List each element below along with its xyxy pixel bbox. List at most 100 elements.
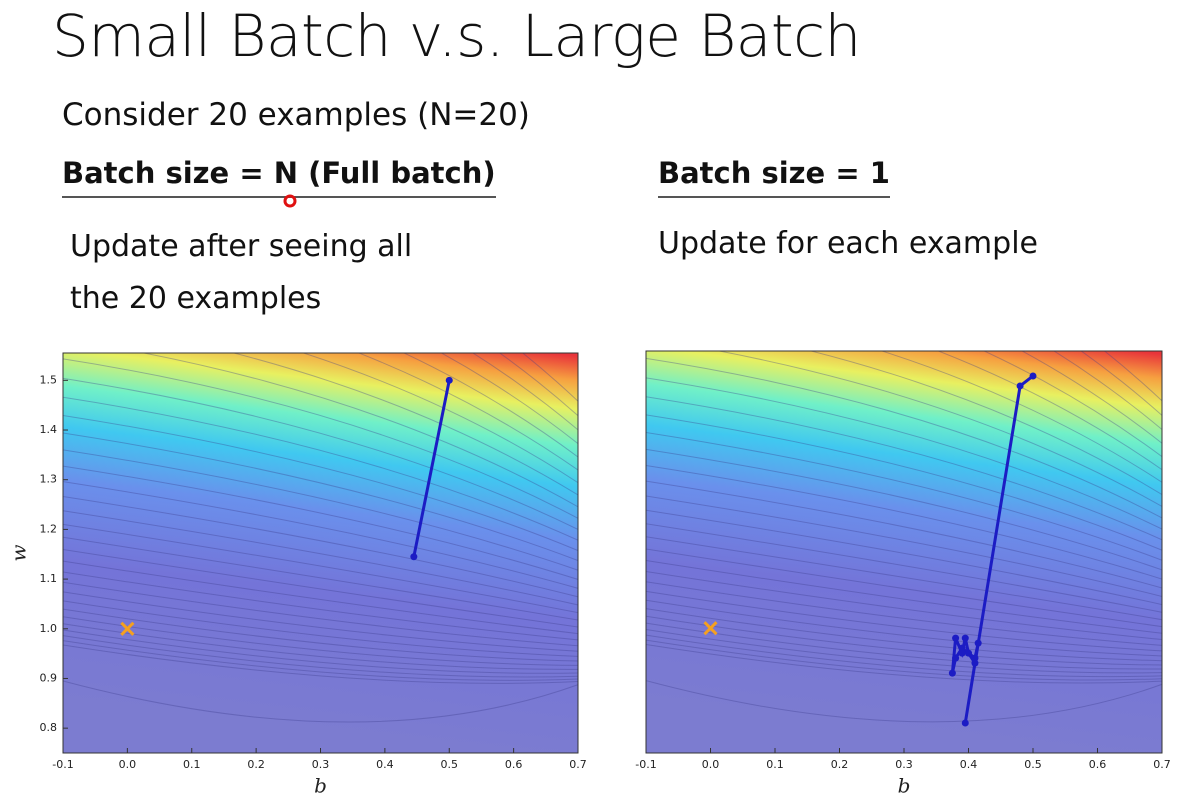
contour-line (809, 351, 1162, 496)
x-tick-label: 0.4 (376, 758, 394, 771)
contour-line (63, 571, 578, 641)
contour-line (63, 548, 578, 628)
contour-line (646, 536, 1162, 621)
contours (63, 353, 578, 723)
y-tick-label: 1.5 (40, 373, 58, 386)
contour-line (471, 353, 578, 431)
contour-line (301, 353, 578, 484)
contour-line (1080, 351, 1162, 417)
path-point (971, 654, 979, 662)
contour-line (440, 353, 578, 445)
contour-line (1103, 351, 1162, 402)
x-tick-label: 0.3 (312, 758, 330, 771)
x-tick-label: 0.0 (702, 758, 720, 771)
contour-line (63, 496, 578, 598)
path-point (952, 654, 960, 662)
contour-line (231, 353, 578, 496)
contour-line (63, 560, 578, 635)
contour-line (63, 481, 578, 589)
cursor (283, 194, 297, 208)
contour-line (1021, 351, 1162, 444)
contour-line (646, 480, 1162, 589)
right-heading: Batch size = 1 (658, 156, 890, 198)
contour-line (63, 640, 578, 681)
path-point (961, 719, 969, 727)
contour-line (63, 629, 578, 674)
y-tick-label: 1.1 (40, 572, 58, 585)
y-tick-label: 0.8 (40, 721, 58, 734)
x-tick-label: -0.1 (635, 758, 656, 771)
text-line: Update after seeing all (70, 229, 413, 264)
contour-line (1053, 351, 1162, 431)
contour-line (63, 396, 578, 541)
x-tick-label: 0.4 (960, 758, 978, 771)
path-point (958, 649, 966, 657)
contour-line (646, 628, 1162, 674)
x-tick-label: 0.1 (183, 758, 201, 771)
contour-line (646, 377, 1162, 530)
y-tick-label: 1.0 (40, 622, 58, 635)
contour-line (646, 680, 1162, 723)
x-axis-label: b (314, 774, 327, 798)
contour-line (936, 351, 1162, 471)
contour-line (646, 548, 1162, 628)
contour-line (646, 615, 1162, 666)
contour-line (63, 432, 578, 562)
path-point (1029, 372, 1037, 380)
left-heading: Batch size = N (Full batch) (62, 156, 496, 198)
contour-line (63, 623, 578, 670)
path-line (412, 380, 451, 558)
y-tick-label: 0.9 (40, 671, 58, 684)
contour-line (646, 448, 1162, 571)
contour-line (63, 449, 578, 571)
optimum-marker (703, 621, 718, 636)
contour-line (646, 639, 1162, 681)
x-tick-label: 0.6 (1089, 758, 1107, 771)
path-point (1016, 382, 1024, 390)
contour-line (646, 414, 1162, 551)
text-line: the 20 examples (70, 281, 322, 316)
path-point (974, 639, 982, 647)
contour-line (646, 590, 1162, 652)
contour-line (646, 634, 1162, 678)
contour-line (646, 643, 1162, 684)
x-tick-label: 0.0 (119, 758, 137, 771)
contour-line (646, 608, 1162, 662)
y-tick-label: 1.3 (40, 473, 58, 486)
contour-line (646, 599, 1162, 657)
slide-title: Small Batch v.s. Large Batch (52, 2, 861, 70)
contour-line (646, 495, 1162, 597)
x-tick-label: 0.6 (505, 758, 523, 771)
contour-line (521, 353, 578, 402)
contour-line (646, 396, 1162, 541)
path-point (410, 553, 418, 561)
contour-line (63, 358, 578, 519)
contours (646, 351, 1162, 723)
contour-line (141, 353, 578, 508)
contour-line (983, 351, 1162, 458)
contour-line (63, 523, 578, 614)
x-tick-label: 0.1 (766, 758, 784, 771)
heatmap (63, 353, 578, 753)
path-point (952, 634, 960, 642)
contour-line (646, 581, 1162, 646)
y-tick-label: 1.2 (40, 522, 58, 535)
contour-line (646, 509, 1162, 606)
path-point (971, 659, 979, 667)
y-tick-label: 1.4 (40, 423, 58, 436)
x-tick-label: -0.1 (52, 758, 73, 771)
contour-line (63, 635, 578, 678)
path-point (965, 649, 972, 657)
contour-line (880, 351, 1162, 483)
contour-line (646, 357, 1162, 519)
contour-line (63, 581, 578, 647)
optimum-marker (120, 621, 135, 636)
x-tick-label: 0.3 (895, 758, 913, 771)
contour-line (63, 591, 578, 652)
heatmap (646, 351, 1162, 753)
path-point (445, 376, 453, 384)
contour-line (63, 414, 578, 552)
contour-line (646, 465, 1162, 580)
contour-line (402, 353, 578, 458)
